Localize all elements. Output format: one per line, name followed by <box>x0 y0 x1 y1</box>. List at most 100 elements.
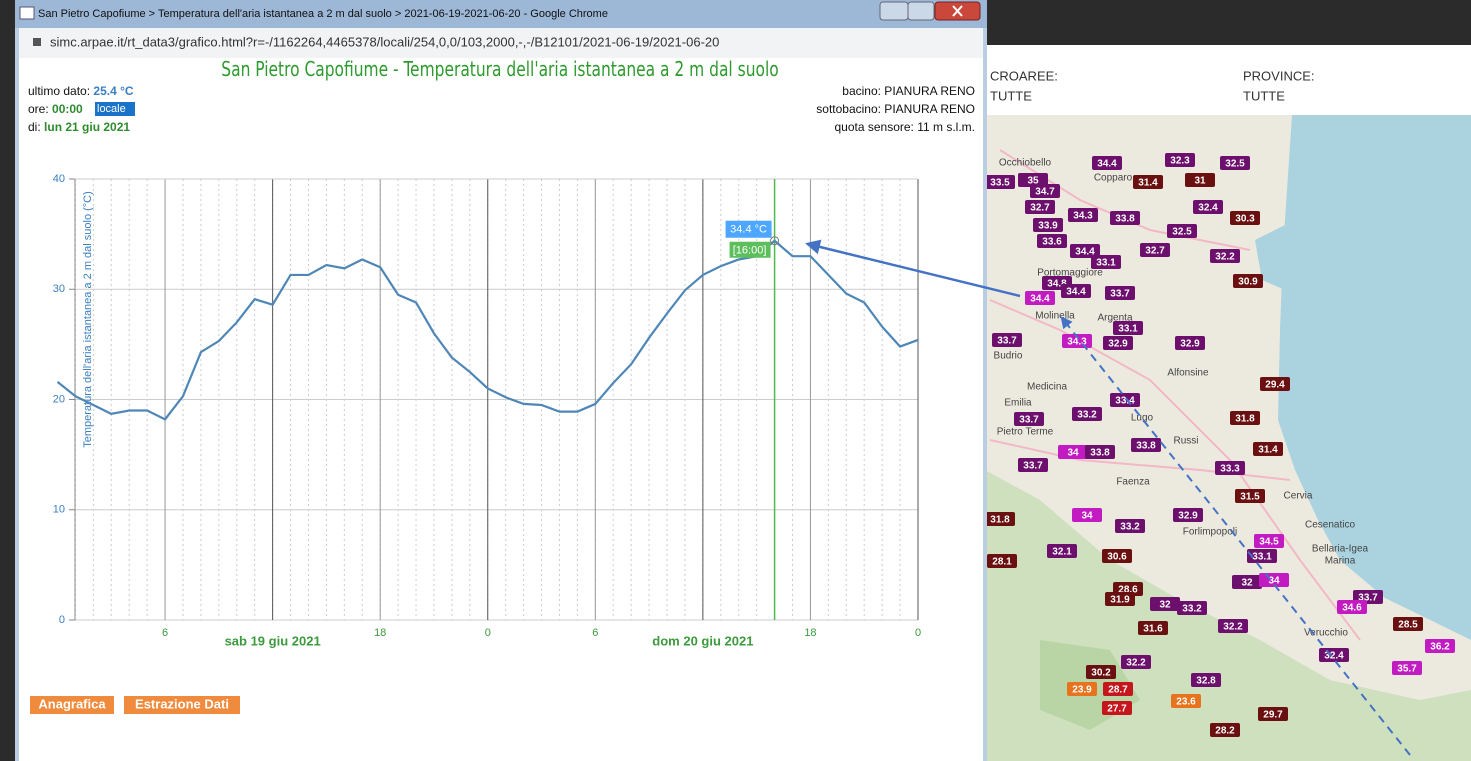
page: OcchiobelloCopparoPortomaggioreMolinella… <box>0 0 1471 761</box>
place-name: Pietro Terme <box>997 427 1054 438</box>
y-tick-label: 40 <box>53 173 65 185</box>
map-header: CROAREE: <box>990 68 1058 83</box>
station-value: 23.6 <box>1176 697 1196 708</box>
last-value: 25.4 °C <box>93 84 133 98</box>
station-value: 28.7 <box>1108 685 1128 696</box>
station-value: 34.6 <box>1342 603 1362 614</box>
station-value: 28.1 <box>992 557 1012 568</box>
station-value: 33.6 <box>1042 237 1062 248</box>
page-body <box>19 58 983 761</box>
station-value: 30.6 <box>1107 552 1127 563</box>
station-value: 28.2 <box>1215 726 1235 737</box>
station-value: 34 <box>1081 511 1093 522</box>
station-value: 33.8 <box>1090 448 1110 459</box>
info-line: ore: 00:00 <box>28 102 83 116</box>
maximize-button[interactable] <box>908 2 934 20</box>
place-name: Russi <box>1173 436 1198 447</box>
station-value: 34.5 <box>1259 537 1279 548</box>
minimize-button[interactable] <box>880 2 908 20</box>
station-value: 32.9 <box>1178 511 1198 522</box>
station-value: 29.7 <box>1263 710 1283 721</box>
station-value: 32.4 <box>1198 203 1218 214</box>
station-value: 34.4 <box>1030 294 1050 305</box>
station-value: 31.9 <box>1110 595 1130 606</box>
button-label[interactable]: Anagrafica <box>38 696 106 711</box>
station-value: 31.4 <box>1138 178 1158 189</box>
altitude: quota sensore: 11 m s.l.m. <box>834 120 975 134</box>
place-name: Lugo <box>1131 413 1154 424</box>
info-label: di: <box>28 120 41 134</box>
station-value: 32.3 <box>1170 156 1190 167</box>
x-tick-label: 6 <box>162 627 168 639</box>
x-tick-label: 0 <box>485 627 491 639</box>
place-name: Occhiobello <box>999 158 1052 169</box>
y-tick-label: 30 <box>53 283 65 295</box>
map-header: TUTTE <box>1243 88 1285 103</box>
station-value: 32.5 <box>1172 227 1192 238</box>
station-value: 34.7 <box>1035 187 1055 198</box>
button-label[interactable]: Estrazione Dati <box>135 696 229 711</box>
y-tick-label: 10 <box>53 504 65 516</box>
station-value: 32.7 <box>1030 203 1050 214</box>
info-label: ore: <box>28 102 49 116</box>
tooltip-time: [16:00] <box>733 245 767 257</box>
favicon <box>20 7 34 19</box>
place-name: Copparo <box>1094 173 1133 184</box>
date-value: lun 21 giu 2021 <box>44 120 130 134</box>
station-value: 31 <box>1194 176 1206 187</box>
station-value: 32.7 <box>1145 246 1165 257</box>
x-tick-label: 0 <box>915 627 921 639</box>
station-value: 33.1 <box>1096 258 1116 269</box>
place-name: Faenza <box>1116 477 1150 488</box>
place-name: Forlimpopoli <box>1183 527 1237 538</box>
station-value: 31.5 <box>1240 492 1260 503</box>
station-value: 30.2 <box>1091 668 1111 679</box>
station-value: 32.8 <box>1196 676 1216 687</box>
station-value: 33.2 <box>1182 604 1202 615</box>
url: simc.arpae.it/rt_data3/grafico.html?r=-/… <box>50 34 719 49</box>
screen: OcchiobelloCopparoPortomaggioreMolinella… <box>0 0 1471 761</box>
station-value: 34.3 <box>1073 211 1093 222</box>
station-value: 30.3 <box>1235 214 1255 225</box>
station-value: 33.5 <box>990 178 1010 189</box>
station-value: 35.7 <box>1397 664 1417 675</box>
time-value: 00:00 <box>52 102 83 116</box>
chart-title: San Pietro Capofiume - Temperatura dell'… <box>221 59 778 82</box>
station-value: 29.4 <box>1265 380 1285 391</box>
date-label: dom 20 giu 2021 <box>652 633 753 648</box>
station-value: 32.5 <box>1225 159 1245 170</box>
station-value: 33.2 <box>1120 522 1140 533</box>
place-name: Budrio <box>994 351 1023 362</box>
basin: bacino: PIANURA RENO <box>842 84 975 98</box>
station-value: 34 <box>1067 448 1079 459</box>
x-tick-label: 6 <box>592 627 598 639</box>
station-value: 32.1 <box>1052 547 1072 558</box>
station-value: 32 <box>1159 600 1171 611</box>
station-value: 28.5 <box>1398 620 1418 631</box>
place-name: Cervia <box>1284 491 1313 502</box>
station-value: 31.8 <box>990 515 1010 526</box>
map-header: TUTTE <box>990 88 1032 103</box>
station-value: 32.9 <box>1180 339 1200 350</box>
station-value: 32 <box>1241 578 1253 589</box>
time-zone: locale <box>97 103 126 115</box>
station-value: 33.3 <box>1220 464 1240 475</box>
station-value: 33.7 <box>1023 461 1043 472</box>
station-value: 32.9 <box>1108 339 1128 350</box>
station-value: 33.8 <box>1136 441 1156 452</box>
info-line: di: lun 21 giu 2021 <box>28 120 130 134</box>
x-tick-label: 18 <box>374 627 386 639</box>
info-line: ultimo dato: 25.4 °C <box>28 84 134 98</box>
station-value: 33.4 <box>1115 396 1135 407</box>
place-name: Marina <box>1325 556 1356 567</box>
x-tick-label: 18 <box>804 627 816 639</box>
station-value: 33.7 <box>1110 289 1130 300</box>
station-value: 36.2 <box>1430 642 1450 653</box>
place-name: Bellaria-Igea <box>1312 544 1369 555</box>
station-value: 33.7 <box>1019 415 1039 426</box>
lock-icon <box>33 38 41 46</box>
place-name: Molinella <box>1035 311 1075 322</box>
subbasin: sottobacino: PIANURA RENO <box>816 102 975 116</box>
station-value: 33.1 <box>1252 552 1272 563</box>
station-value: 34.4 <box>1066 287 1086 298</box>
